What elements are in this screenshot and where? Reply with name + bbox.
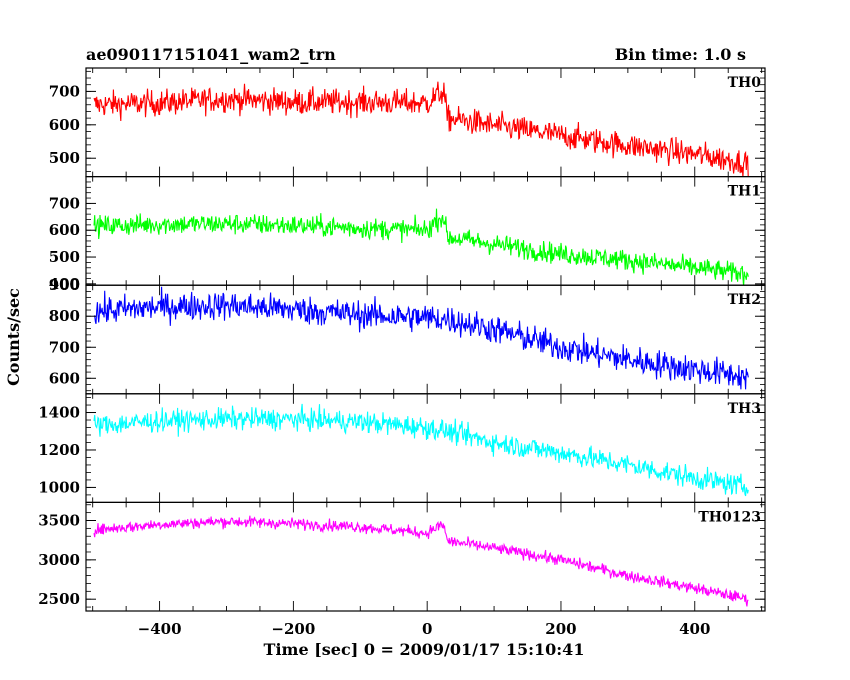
series-th3 bbox=[93, 403, 749, 497]
y-tick-label: 3500 bbox=[38, 512, 80, 530]
y-tick-label: 600 bbox=[49, 369, 80, 387]
y-tick-label: 700 bbox=[49, 338, 80, 356]
y-axis-label: Counts/sec bbox=[4, 288, 23, 386]
panel-name-th1: TH1 bbox=[728, 184, 761, 200]
panel-th0: 500 600 700 TH0 bbox=[49, 67, 766, 178]
y-tick-label: 3000 bbox=[38, 551, 80, 569]
y-tick-label: 800 bbox=[49, 307, 80, 325]
y-tick-label: 500 bbox=[49, 248, 80, 266]
chart-title: ae090117151041_wam2_trn bbox=[86, 45, 336, 64]
x-tick-label: 400 bbox=[679, 620, 710, 638]
panel-th0123: 2500 3000 3500 TH0123 bbox=[38, 501, 766, 612]
panel-th3: 1000 1200 1400 TH3 bbox=[38, 393, 766, 503]
series-th1 bbox=[93, 208, 749, 286]
x-axis-label: Time [sec] 0 = 2009/01/17 15:10:41 bbox=[264, 640, 585, 659]
y-tick-label: 500 bbox=[49, 149, 80, 167]
panel-frame bbox=[85, 284, 766, 395]
x-tick-label: 200 bbox=[545, 620, 576, 638]
y-tick-label: 700 bbox=[49, 194, 80, 212]
y-tick-label: 1400 bbox=[38, 404, 80, 422]
y-tick-label: 400 bbox=[49, 275, 80, 293]
y-tick-label: 700 bbox=[49, 82, 80, 100]
y-tick-label: 1200 bbox=[38, 441, 80, 459]
panel-name-th0123: TH0123 bbox=[698, 509, 761, 525]
x-tick-label: −400 bbox=[138, 620, 182, 638]
x-tick-label: −200 bbox=[271, 620, 315, 638]
y-tick-label: 1000 bbox=[38, 478, 80, 496]
y-tick-label: 600 bbox=[49, 221, 80, 239]
panel-name-th3: TH3 bbox=[728, 401, 761, 417]
panel-group: 500 600 700 TH0 400 500 600 700 TH1 600 700 800 900 T… bbox=[38, 67, 766, 612]
bin-time-label: Bin time: 1.0 s bbox=[615, 45, 746, 64]
y-tick-label: 600 bbox=[49, 116, 80, 134]
series-th2 bbox=[93, 286, 749, 390]
panel-frame bbox=[85, 501, 766, 612]
panel-name-th0: TH0 bbox=[728, 75, 762, 91]
panel-name-th2: TH2 bbox=[728, 292, 761, 308]
series-th0123 bbox=[93, 515, 749, 607]
series-th0 bbox=[93, 81, 749, 177]
panel-th1: 400 500 600 700 TH1 bbox=[49, 176, 766, 293]
y-tick-label: 900 bbox=[49, 276, 80, 294]
y-tick-label: 2500 bbox=[38, 590, 80, 608]
x-tick-label: 0 bbox=[422, 620, 432, 638]
x-tick-labels: −400 −200 0 200 400 bbox=[138, 620, 711, 638]
panel-frame bbox=[85, 393, 766, 503]
panel-th2: 600 700 800 900 TH2 bbox=[49, 276, 766, 395]
panel-frame bbox=[85, 67, 766, 178]
